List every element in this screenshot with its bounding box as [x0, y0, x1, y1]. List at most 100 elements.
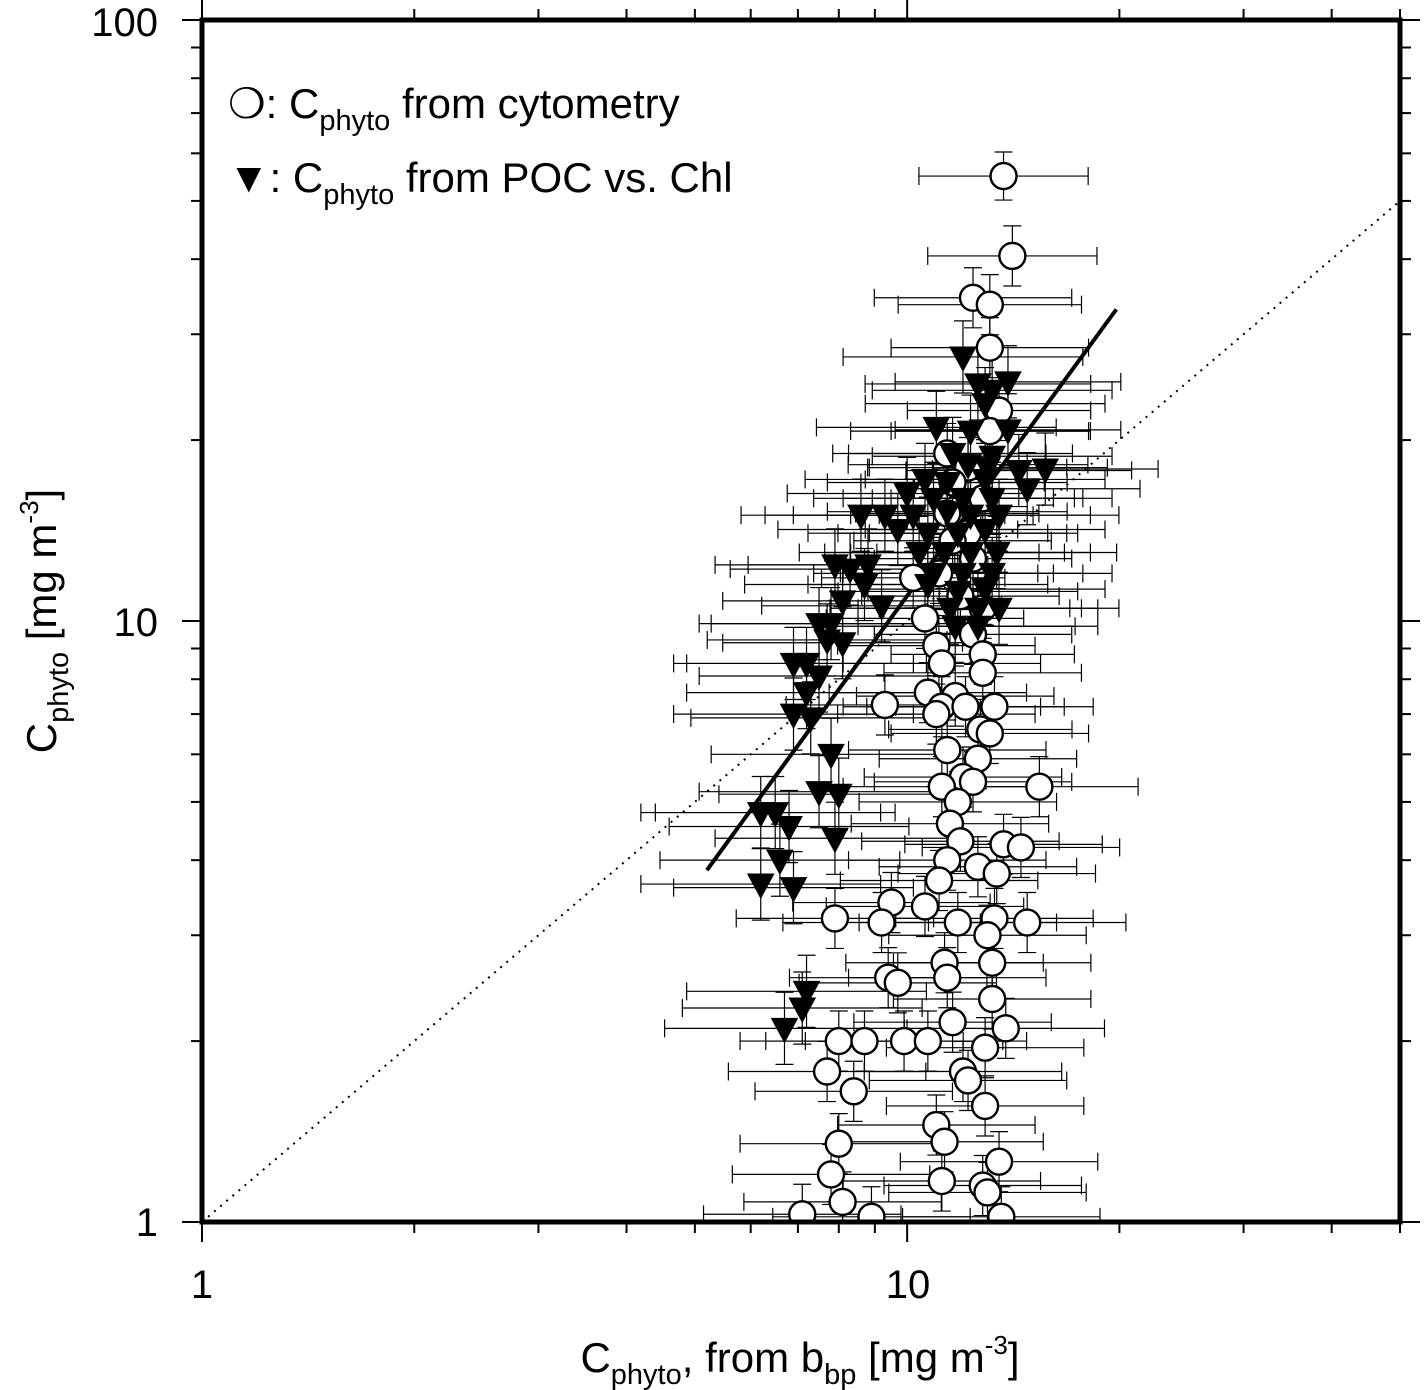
data-point-triangle: [971, 468, 999, 495]
plot-frame: [199, 17, 1403, 1225]
data-point-triangle: [971, 578, 999, 605]
data-point-triangle: [911, 468, 939, 495]
data-point-circle: [930, 1127, 959, 1156]
data-point-triangle: [978, 487, 1006, 514]
data-point-circle: [839, 1077, 868, 1106]
data-point-triangle: [836, 558, 864, 585]
data-point-circle: [958, 767, 988, 797]
data-point-triangle: [847, 504, 875, 531]
data-point-triangle: [770, 1017, 799, 1044]
data-point-triangle: [746, 873, 775, 900]
y-label-main: C: [18, 723, 65, 753]
x-label-end: ]: [1008, 1334, 1020, 1381]
y-label-end: ]: [18, 489, 65, 501]
data-point-circle: [922, 699, 951, 729]
legend-symbol-circle: ❍: [228, 80, 266, 127]
data-point-triangle: [871, 504, 899, 531]
data-point-circle: [989, 161, 1018, 191]
data-point-triangle: [766, 849, 794, 876]
data-point-triangle: [905, 542, 933, 568]
data-point-circle: [984, 1147, 1014, 1176]
data-point-circle: [913, 1026, 943, 1056]
data-point-circle: [850, 1026, 879, 1056]
data-point-circle: [933, 963, 962, 992]
data-point-circle: [938, 1008, 967, 1037]
legend-prefix-2: : C: [270, 154, 324, 201]
data-point-triangle: [930, 542, 959, 568]
data-point-triangle: [775, 816, 803, 842]
legend-prefix-1: : C: [266, 80, 320, 127]
data-point-circle: [910, 604, 940, 633]
x-tick-label-10: 10: [886, 1263, 931, 1307]
data-point-circle: [883, 968, 913, 998]
data-point-circle: [982, 859, 1011, 888]
y-tick-label-1: 1: [136, 1201, 158, 1245]
data-point-circle: [824, 1026, 853, 1056]
data-point-circle: [1006, 833, 1036, 862]
data-point-triangle: [854, 554, 882, 580]
data-point-triangle: [949, 487, 977, 514]
data-point-triangle: [828, 632, 857, 658]
data-point-triangle: [805, 665, 833, 692]
legend-sub-2: phyto: [323, 179, 394, 211]
data-point-triangle: [994, 419, 1022, 445]
data-point-triangle: [941, 615, 970, 642]
data-point-circle: [1025, 772, 1054, 801]
data-point-triangle: [792, 980, 821, 1007]
data-point-triangle: [919, 487, 948, 514]
legend-text-1: from cytometry: [390, 80, 679, 127]
data-point-triangle: [914, 522, 942, 549]
data-point-triangle: [779, 877, 808, 903]
data-point-triangle: [1013, 478, 1042, 504]
data-point-circle: [924, 866, 954, 895]
legend: ❍: Cphyto from cytometry ▼: Cphyto from …: [228, 80, 733, 211]
x-label-rest2: [mg m: [856, 1334, 984, 1381]
data-point-triangle: [978, 379, 1006, 406]
data-point-circle: [980, 692, 1009, 721]
data-point-circle: [927, 1166, 957, 1196]
data-point-circle: [933, 735, 962, 765]
data-point-circle: [968, 658, 997, 687]
data-point-triangle: [828, 590, 857, 616]
data-point-triangle: [933, 472, 962, 498]
x-label-main: C: [580, 1334, 610, 1381]
axis-ticks: [182, 0, 1420, 1242]
data-point-circle: [970, 1091, 1000, 1121]
data-point-triangle: [792, 652, 821, 679]
legend-entry-cytometry: ❍: Cphyto from cytometry: [228, 80, 680, 137]
data-point-circle: [943, 908, 973, 937]
data-point-triangle: [850, 574, 879, 600]
data-point-triangle: [1031, 458, 1060, 485]
data-point-circle: [1012, 908, 1042, 937]
data-point-circle: [973, 1178, 1002, 1207]
data-point-triangle: [985, 597, 1013, 624]
data-markers: [746, 161, 1060, 1222]
data-point-circle: [867, 908, 896, 937]
y-label-sub: phyto: [43, 652, 75, 723]
x-label-sup: -3: [985, 1330, 1008, 1360]
data-point-circle: [857, 1202, 886, 1222]
data-point-circle: [816, 1160, 846, 1189]
x-label-sub2: bp: [824, 1359, 856, 1390]
data-point-circle: [977, 984, 1007, 1014]
legend-symbol-triangle: ▼: [228, 154, 270, 201]
data-point-circle: [910, 892, 940, 921]
data-point-triangle: [761, 802, 790, 828]
data-point-triangle: [964, 615, 992, 642]
data-point-triangle: [824, 783, 853, 810]
data-point-triangle: [1004, 459, 1033, 486]
data-point-triangle: [971, 393, 999, 419]
x-tick-label-1: 1: [191, 1263, 213, 1307]
data-point-triangle: [933, 501, 962, 527]
data-point-triangle: [796, 707, 825, 733]
data-point-circle: [812, 1057, 842, 1086]
data-point-triangle: [821, 827, 849, 854]
data-point-triangle: [899, 504, 928, 531]
error-bars: [640, 151, 1159, 1222]
data-point-triangle: [964, 597, 992, 624]
data-point-circle: [973, 921, 1002, 950]
data-point-triangle: [985, 504, 1013, 531]
data-point-triangle: [949, 346, 977, 373]
data-point-triangle: [943, 522, 972, 549]
data-point-circle: [991, 1014, 1020, 1043]
